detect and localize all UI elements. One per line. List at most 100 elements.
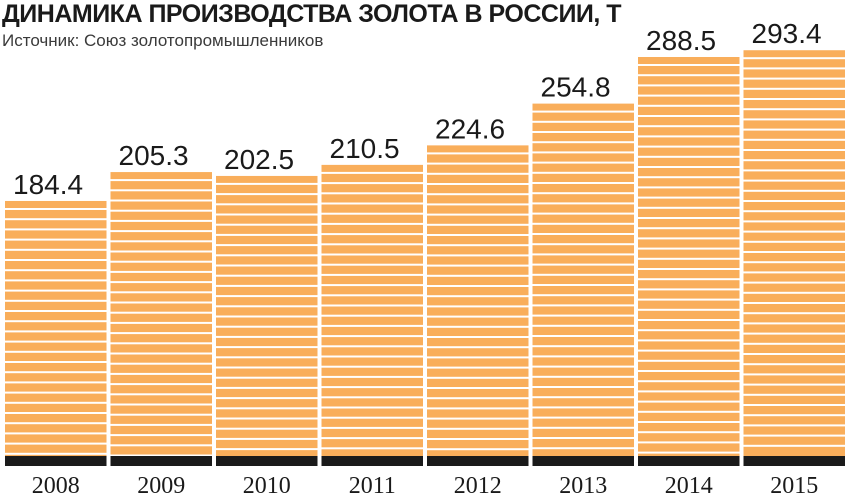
bar-stripe xyxy=(743,302,845,304)
bar-stripe xyxy=(532,120,634,123)
bar-stripe xyxy=(532,426,634,429)
category-label-2010: 2010 xyxy=(243,473,291,495)
bar-stripe xyxy=(532,314,634,317)
bar-stripe xyxy=(5,452,107,455)
bar-stripe xyxy=(743,98,845,100)
bar-stripe xyxy=(427,274,529,277)
bar-stripe xyxy=(532,222,634,225)
bar-stripe xyxy=(638,268,740,270)
bar-stripe xyxy=(638,370,740,372)
bar-stripe xyxy=(743,240,845,243)
bar-stripe xyxy=(216,427,318,430)
bar-stripe xyxy=(638,247,740,250)
bar-stripe xyxy=(5,330,107,333)
bar-stripe xyxy=(638,145,740,148)
bar-stripe xyxy=(532,355,634,358)
bar-base xyxy=(638,456,740,466)
bar-stripe xyxy=(532,447,634,450)
bar-stripe xyxy=(216,325,318,328)
bar-stripe xyxy=(532,161,634,164)
bar-stripe xyxy=(427,223,529,226)
bar-stripe xyxy=(638,104,740,107)
bar-stripe xyxy=(5,432,107,435)
bar-stripe xyxy=(110,413,212,416)
bar-stripe xyxy=(216,284,318,287)
bar-stripe xyxy=(110,219,212,222)
bar-stripe xyxy=(110,434,212,437)
bar-stripe xyxy=(110,362,212,365)
bar-stripe xyxy=(110,393,212,396)
bar-stripe xyxy=(638,390,740,393)
bar-stripe xyxy=(743,149,845,151)
bar-stripe xyxy=(638,74,740,77)
bar-stripe xyxy=(532,375,634,378)
bar-stripe xyxy=(638,288,740,291)
bar-stripe xyxy=(427,264,529,267)
bar-stripe xyxy=(321,437,423,440)
value-label-2014: 288.5 xyxy=(646,25,716,56)
bar-stripe xyxy=(532,437,634,439)
bar-stripe xyxy=(638,196,740,199)
bar-stripe xyxy=(638,64,740,66)
bar-stripe xyxy=(638,329,740,332)
bar-base xyxy=(532,456,634,466)
bar-stripe xyxy=(110,332,212,335)
bar-stripe xyxy=(532,345,634,348)
bar-stripe xyxy=(110,444,212,447)
bar-stripe xyxy=(532,284,634,286)
bar-stripe xyxy=(743,128,845,131)
category-label-2009: 2009 xyxy=(137,473,185,495)
bar-stripe xyxy=(216,223,318,226)
bar-stripe xyxy=(321,243,423,246)
bar-stripe xyxy=(532,273,634,276)
bar-stripe xyxy=(5,320,107,323)
bar-stripe xyxy=(5,361,107,363)
bar-group-2010: 202.5 2010 xyxy=(216,144,318,495)
bar-stripe xyxy=(532,131,634,133)
value-label-2013: 254.8 xyxy=(541,72,611,103)
category-label-2012: 2012 xyxy=(454,473,502,495)
bar-stripe xyxy=(216,335,318,338)
bar-stripe xyxy=(743,220,845,223)
bar-stripe xyxy=(532,182,634,184)
bar-stripe xyxy=(321,335,423,338)
bar-stripe xyxy=(743,261,845,264)
bar-group-2008: 184.4 2008 xyxy=(5,169,107,495)
bar-stripe xyxy=(638,257,740,260)
bar-stripe xyxy=(5,371,107,374)
bar-stripe xyxy=(5,350,107,353)
bar-base xyxy=(110,456,212,466)
bar-stripe xyxy=(216,254,318,257)
bar-stripe xyxy=(321,386,423,389)
bar-stripe xyxy=(427,325,529,328)
bar-stripe xyxy=(427,254,529,257)
bar-stripe xyxy=(743,363,845,366)
bar-stripe xyxy=(216,193,318,196)
bar-stripe xyxy=(427,152,529,155)
bar-2009 xyxy=(110,172,212,456)
bar-stripe xyxy=(110,230,212,233)
bar-stripe xyxy=(743,393,845,396)
bar-stripe xyxy=(532,396,634,399)
bar-stripe xyxy=(427,356,529,359)
bar-stripe xyxy=(532,233,634,235)
bar-stripe xyxy=(743,210,845,213)
bar-stripe xyxy=(321,416,423,419)
bar-stripe xyxy=(216,356,318,359)
bar-stripe xyxy=(216,397,318,400)
bar-stripe xyxy=(638,94,740,97)
bar-stripe xyxy=(321,324,423,327)
value-label-2010: 202.5 xyxy=(224,144,294,175)
bar-stripe xyxy=(5,248,107,251)
bar-stripe xyxy=(216,376,318,379)
bar-stripe xyxy=(743,189,845,192)
bar-stripe xyxy=(743,281,845,284)
bar-stripe xyxy=(216,233,318,236)
bar-stripe xyxy=(321,447,423,450)
bar-stripe xyxy=(743,169,845,172)
bar-stripe xyxy=(427,183,529,185)
bar-stripe xyxy=(5,228,107,231)
value-label-2015: 293.4 xyxy=(752,18,822,49)
category-label-2008: 2008 xyxy=(32,473,80,495)
bar-stripe xyxy=(743,424,845,427)
